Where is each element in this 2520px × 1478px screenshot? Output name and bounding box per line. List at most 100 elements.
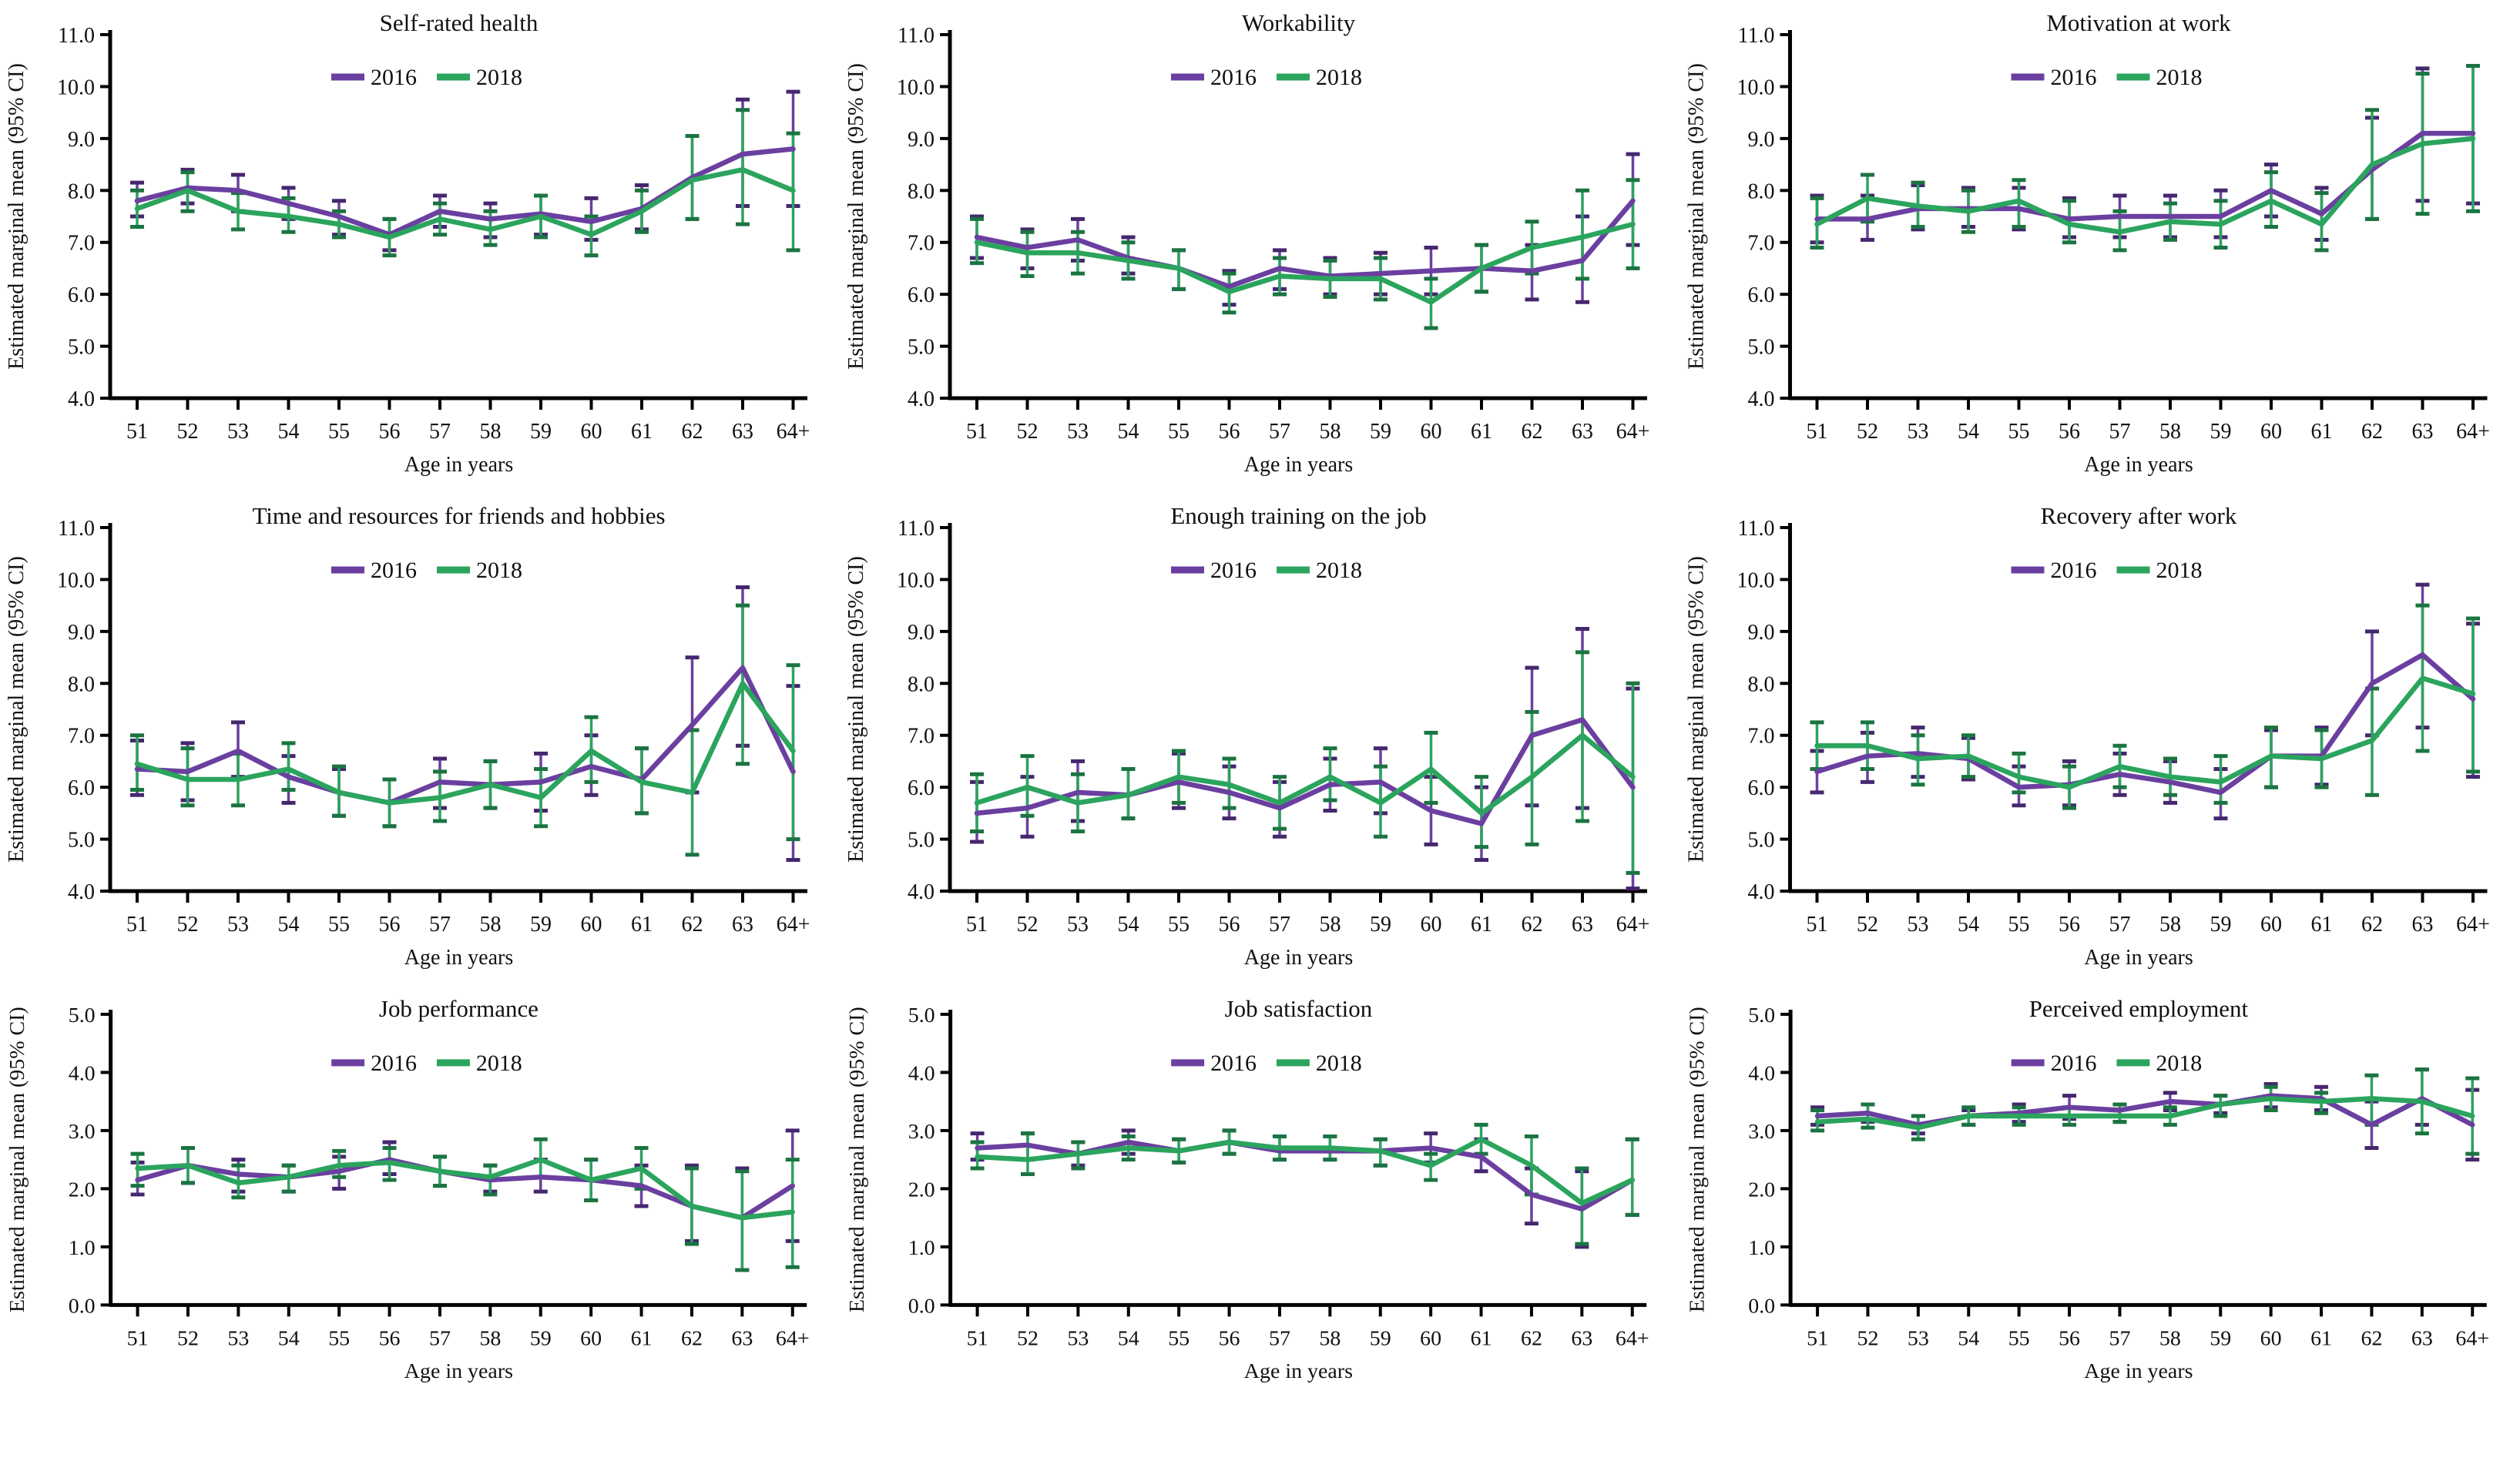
x-tick-label: 61 [1471, 420, 1492, 444]
x-tick-label: 64+ [777, 420, 810, 444]
x-tick-label: 63 [731, 1326, 753, 1350]
chart-title: Recovery after work [2041, 502, 2237, 529]
x-tick-label: 53 [227, 913, 249, 937]
x-tick-label: 63 [732, 420, 753, 444]
y-tick-label: 9.0 [68, 128, 95, 152]
x-axis-title: Age in years [1244, 453, 1354, 477]
series-line-2016 [974, 717, 1636, 826]
legend: 2016 2018 [2011, 65, 2203, 90]
x-tick-label: 58 [480, 420, 502, 444]
x-tick-label: 57 [429, 913, 451, 937]
x-tick-label: 52 [177, 1326, 199, 1350]
x-tick-label: 62 [681, 1326, 703, 1350]
x-tick-label: 63 [732, 913, 753, 937]
series-line-2018 [134, 681, 796, 806]
x-tick-label: 53 [1067, 913, 1089, 937]
legend-label-2018: 2018 [1316, 558, 1362, 583]
legend-label-2016: 2016 [1210, 558, 1257, 583]
chart-job-performance: Job performance 2016 2018 0.0 1.0 2.0 3.0 4.0 5.… [0, 986, 840, 1478]
y-tick-label: 5.0 [908, 1004, 935, 1027]
series-line-2016 [974, 198, 1636, 290]
legend-label-2016: 2016 [2051, 65, 2097, 90]
y-tick-label: 7.0 [68, 232, 95, 256]
x-tick-label: 52 [1857, 420, 1878, 444]
x-tick-label: 53 [227, 1326, 249, 1350]
x-tick-label: 64+ [776, 1326, 810, 1350]
y-tick-label: 5.0 [68, 336, 95, 360]
legend-label-2016: 2016 [371, 1051, 417, 1076]
x-tick-label: 63 [1572, 913, 1593, 937]
legend-label-2016: 2016 [2051, 558, 2097, 583]
chart-title: Motivation at work [2046, 9, 2231, 36]
x-axis-title: Age in years [404, 946, 514, 970]
x-tick-label: 60 [1421, 420, 1442, 444]
y-tick-label: 10.0 [57, 75, 95, 99]
chart-time-and-resources-for-friends-and-hobbies: Time and resources for friends and hobbi… [0, 493, 840, 986]
chart-title: Self-rated health [380, 9, 539, 36]
x-tick-label: 56 [1219, 420, 1240, 444]
x-tick-label: 56 [379, 420, 401, 444]
x-tick-label: 63 [2412, 420, 2434, 444]
chart-workability: Workability 2016 2018 4.0 5.0 6.0 7.0 8.0 9.0 10.… [840, 0, 1679, 493]
error-bars-2016 [130, 585, 800, 863]
error-bars-2018 [130, 603, 800, 857]
x-tick-label: 62 [1521, 1326, 1542, 1350]
x-tick-label: 54 [1958, 913, 1979, 937]
x-tick-label: 53 [1067, 1326, 1089, 1350]
x-tick-label: 59 [530, 913, 552, 937]
y-tick-label: 6.0 [1748, 776, 1775, 800]
x-tick-label: 53 [1908, 913, 1929, 937]
legend: 2016 2018 [331, 65, 522, 90]
series-line-2018 [1814, 1096, 2475, 1131]
series-line-2016 [1814, 652, 2476, 796]
x-tick-label: 52 [1017, 913, 1039, 937]
error-bars-2016 [970, 152, 1640, 307]
x-axis-title: Age in years [404, 453, 514, 477]
x-tick-label: 51 [1807, 420, 1828, 444]
y-tick-label: 3.0 [908, 1120, 935, 1144]
y-tick-label: 1.0 [908, 1236, 935, 1260]
chart-title: Enough training on the job [1170, 502, 1426, 529]
y-tick-label: 4.0 [908, 387, 935, 411]
legend-label-2018: 2018 [476, 1051, 522, 1076]
x-tick-label: 53 [1908, 420, 1929, 444]
x-tick-label: 64+ [1616, 913, 1650, 937]
y-tick-label: 5.0 [908, 336, 935, 360]
y-axis-title: Estimated marginal mean (95% CI) [845, 1007, 869, 1312]
y-axis-title: Estimated marginal mean (95% CI) [844, 556, 868, 863]
error-bars-2016 [1810, 582, 2480, 821]
x-tick-label: 57 [2109, 420, 2131, 444]
x-tick-label: 51 [126, 420, 148, 444]
chart-motivation-at-work: Motivation at work 2016 2018 4.0 5.0 6.0 7.0 8.… [1679, 0, 2520, 493]
x-tick-label: 53 [1908, 1326, 1929, 1350]
chart-title: Job performance [379, 995, 539, 1022]
y-tick-label: 6.0 [68, 283, 95, 307]
error-bars-2018 [1810, 1067, 2480, 1156]
chart-enough-training-on-the-job: Enough training on the job 2016 2018 4.0 5.0… [840, 493, 1679, 986]
x-tick-label: 54 [1958, 1326, 1979, 1350]
chart-canvas: Motivation at work 2016 2018 4.0 5.0 6.0 7.0 8.… [1685, 9, 2490, 477]
chart-canvas: Workability 2016 2018 4.0 5.0 6.0 7.0 8.0 9.0 10.… [844, 9, 1649, 477]
error-bars-2018 [130, 1137, 800, 1272]
x-tick-label: 52 [177, 420, 199, 444]
x-tick-label: 51 [126, 913, 148, 937]
x-axis-title: Age in years [2084, 946, 2193, 970]
x-tick-label: 55 [1168, 420, 1190, 444]
series-line-2018 [975, 1136, 1635, 1206]
y-tick-label: 11.0 [1738, 517, 1775, 541]
x-tick-label: 54 [1118, 1326, 1139, 1350]
series-line-2018 [1814, 675, 2476, 790]
y-tick-label: 7.0 [1748, 232, 1775, 256]
legend-label-2016: 2016 [371, 558, 417, 583]
x-axis-title: Age in years [1244, 1359, 1353, 1383]
error-bars-2016 [130, 1128, 800, 1272]
x-tick-label: 62 [682, 420, 703, 444]
x-tick-label: 55 [328, 1326, 350, 1350]
x-tick-label: 54 [1958, 420, 1979, 444]
y-tick-label: 10.0 [57, 568, 95, 592]
y-tick-label: 8.0 [1748, 672, 1775, 696]
x-tick-label: 64+ [2456, 913, 2490, 937]
error-bars-2018 [970, 650, 1640, 875]
x-tick-label: 54 [1118, 420, 1139, 444]
